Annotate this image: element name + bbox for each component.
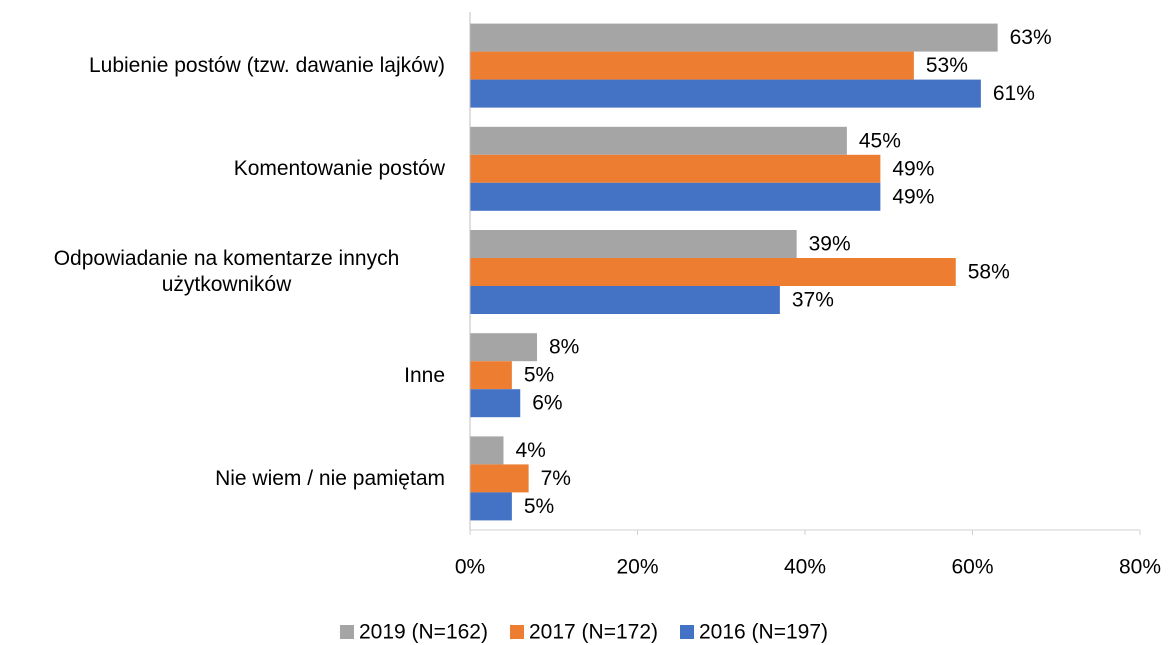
x-tick-label: 60%: [951, 556, 993, 579]
category-label: Nie wiem / nie pamiętam: [215, 466, 445, 490]
category-label-box: Inne: [0, 324, 445, 427]
legend-label: 2019 (N=162): [359, 621, 488, 644]
x-tick-label: 40%: [784, 556, 826, 579]
legend-label: 2017 (N=172): [529, 621, 658, 644]
category-label-box: Odpowiadanie na komentarze innych użytko…: [0, 220, 445, 323]
category-label-box: Nie wiem / nie pamiętam: [0, 427, 445, 530]
bar: [470, 436, 504, 465]
bar: [470, 492, 512, 521]
value-label: 61%: [993, 82, 1035, 105]
value-label: 49%: [892, 157, 934, 180]
legend-swatch: [680, 625, 695, 639]
legend-swatch: [339, 625, 354, 639]
x-tick-label: 80%: [1119, 556, 1161, 579]
legend-label: 2016 (N=197): [699, 621, 828, 644]
value-label: 39%: [809, 233, 851, 256]
value-label: 8%: [549, 336, 579, 359]
category-label-wrap: Inne: [0, 324, 445, 427]
value-label: 58%: [968, 261, 1010, 284]
x-tick-label: 20%: [616, 556, 658, 579]
category-label-wrap: Nie wiem / nie pamiętam: [0, 427, 445, 530]
category-label-wrap: Lubienie postów (tzw. dawanie lajków): [0, 14, 445, 117]
legend-swatch: [509, 625, 524, 639]
bar: [470, 464, 529, 493]
bar: [470, 79, 981, 108]
category-label: Lubienie postów (tzw. dawanie lajków): [88, 54, 445, 77]
value-label: 49%: [892, 185, 934, 208]
category-label-wrap: Komentowanie postów: [0, 117, 445, 220]
bar: [470, 286, 780, 314]
bar: [470, 154, 881, 183]
value-label: 4%: [516, 439, 546, 462]
category-label-box: Lubienie postów (tzw. dawanie lajków): [0, 14, 445, 117]
x-tick-label: 0%: [455, 556, 485, 579]
bar: [470, 182, 881, 211]
category-label-wrap: Odpowiadanie na komentarze innych użytko…: [0, 220, 445, 323]
value-label: 7%: [541, 467, 571, 490]
category-label: Inne: [404, 363, 445, 387]
bar: [470, 333, 537, 362]
bar: [470, 51, 914, 80]
value-label: 37%: [792, 289, 834, 312]
value-label: 6%: [532, 392, 562, 415]
category-label: Odpowiadanie na komentarze innych użytko…: [53, 247, 400, 297]
bar: [470, 361, 512, 390]
value-label: 63%: [1010, 26, 1052, 49]
bar: [470, 230, 797, 258]
value-label: 5%: [524, 495, 554, 518]
bar: [470, 389, 521, 418]
category-label: Komentowanie postów: [233, 157, 445, 181]
value-label: 45%: [859, 129, 901, 152]
bar: [470, 23, 998, 52]
value-label: 53%: [926, 54, 968, 77]
value-label: 5%: [524, 364, 554, 387]
bar: [470, 258, 956, 286]
category-label-box: Komentowanie postów: [0, 117, 445, 220]
bar: [470, 126, 847, 155]
